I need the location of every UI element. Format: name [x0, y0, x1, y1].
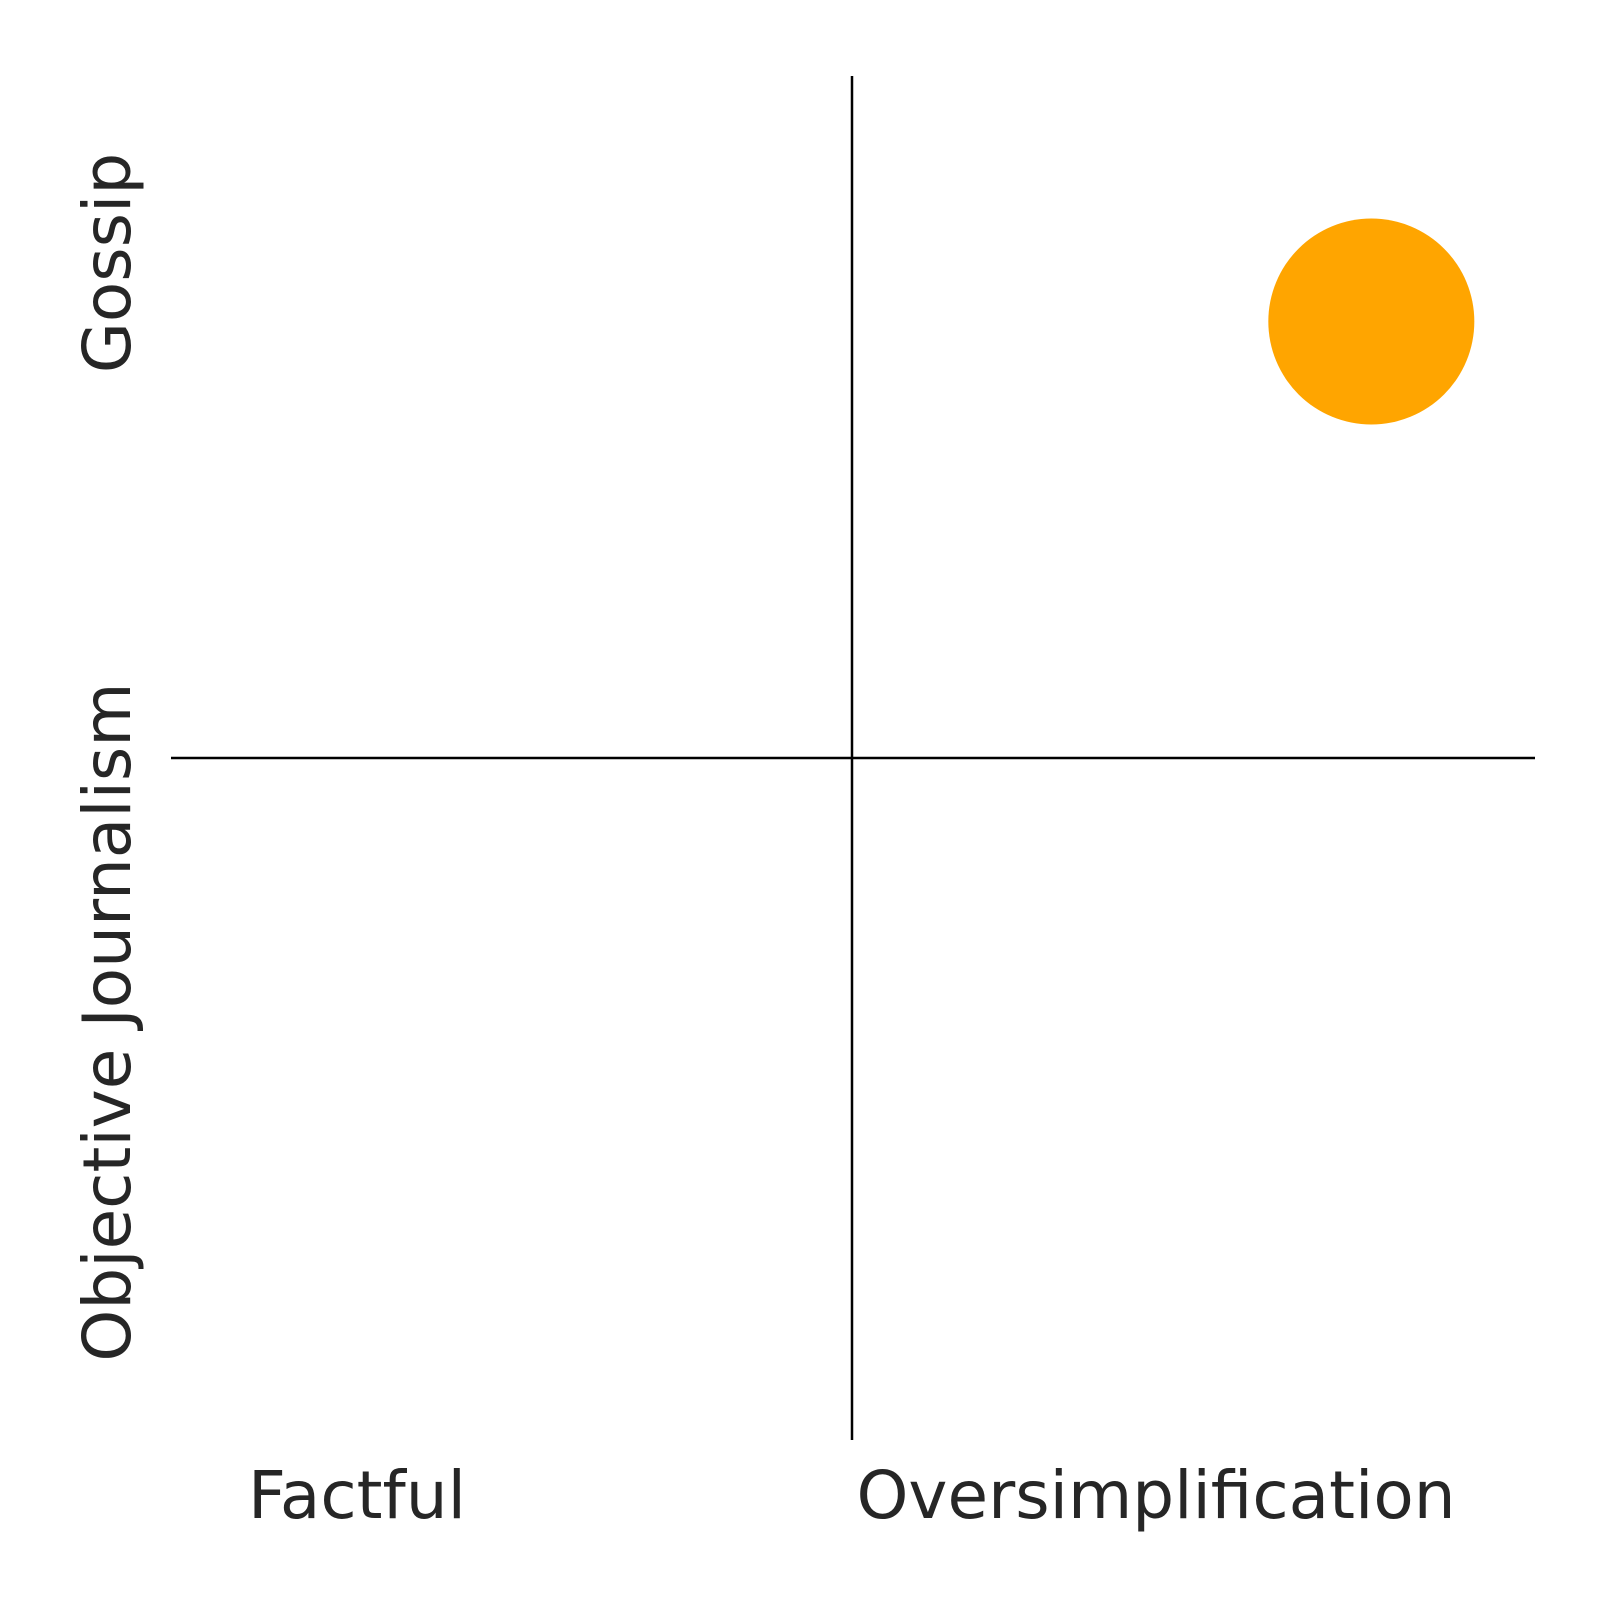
points-layer: [1268, 218, 1475, 425]
x-axis-high-label: Oversimplification: [856, 1457, 1455, 1534]
x-axis-low-label: Factful: [248, 1457, 466, 1534]
scatter-point-0: [1268, 218, 1475, 425]
y-axis-high-label: Gossip: [69, 153, 146, 374]
y-axis-low-label: Objective Journalism: [69, 682, 146, 1361]
